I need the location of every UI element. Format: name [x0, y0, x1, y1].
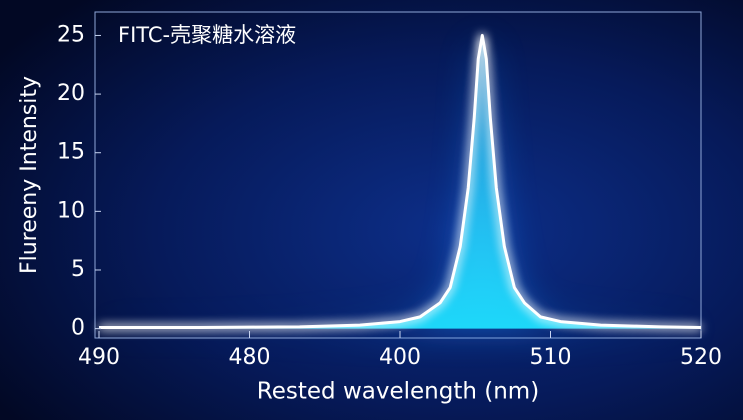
y-tick-label: 20	[57, 81, 85, 106]
x-tick-label: 490	[78, 345, 120, 370]
y-axis-label: Flureeny Intensity	[17, 76, 42, 274]
x-tick-label: 510	[530, 345, 572, 370]
y-tick-label: 10	[57, 198, 85, 223]
x-axis-label: Rested wavelength (nm)	[257, 379, 539, 405]
x-tick-label: 400	[379, 345, 421, 370]
plot-area	[99, 33, 702, 329]
y-tick-label: 25	[57, 22, 85, 47]
y-tick-label: 15	[57, 140, 85, 165]
x-tick-label: 480	[229, 345, 271, 370]
plot-frame	[94, 11, 702, 339]
x-tick-label: 520	[680, 345, 722, 370]
line	[99, 33, 702, 329]
y-tick-label: 0	[71, 316, 85, 341]
chart-title: FITC-壳聚糖水溶液	[118, 23, 296, 47]
y-tick-label: 5	[71, 257, 85, 282]
